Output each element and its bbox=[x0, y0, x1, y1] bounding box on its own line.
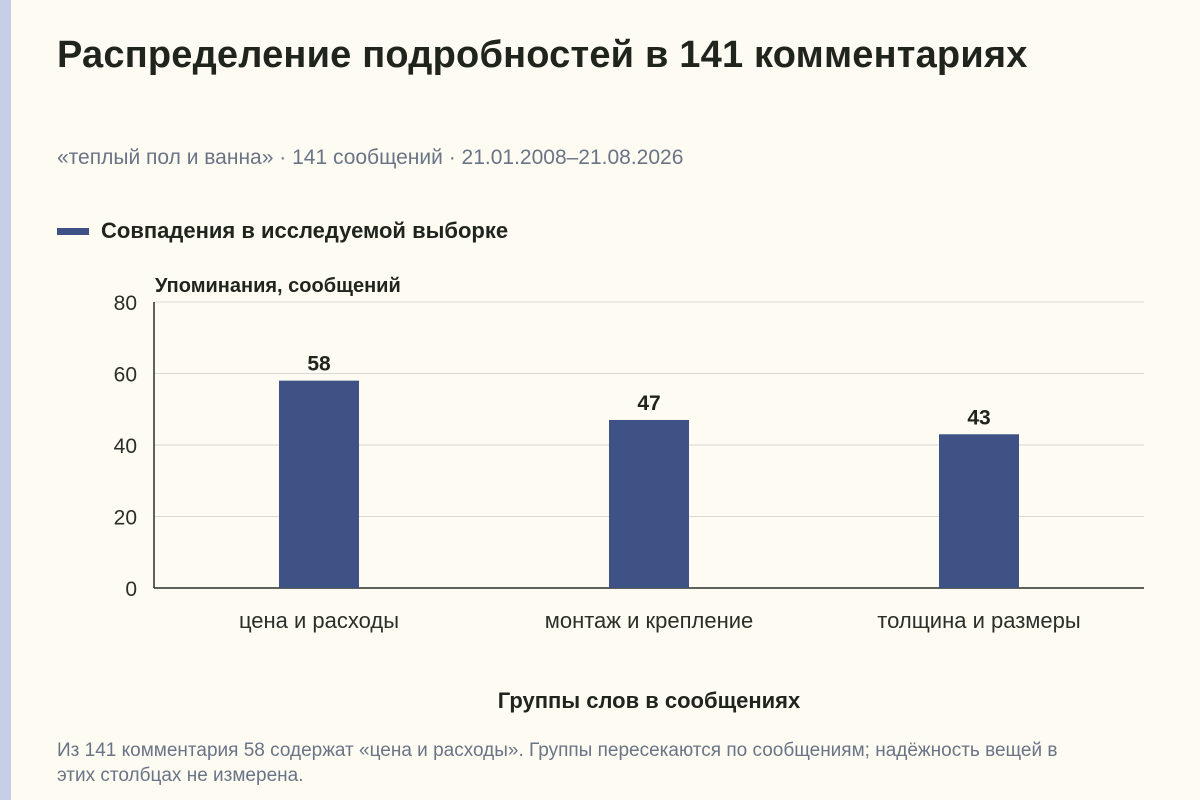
y-tick-label: 0 bbox=[125, 578, 137, 601]
x-axis-label: Группы слов в сообщениях bbox=[498, 688, 801, 713]
legend: Совпадения в исследуемой выборке bbox=[57, 218, 508, 244]
left-accent-strip bbox=[0, 0, 11, 800]
x-tick-label: толщина и размеры bbox=[877, 608, 1080, 633]
y-tick-label: 40 bbox=[114, 435, 137, 458]
bar bbox=[939, 434, 1019, 588]
y-tick-label: 80 bbox=[114, 292, 137, 315]
footnote: Из 141 комментария 58 содержат «цена и р… bbox=[57, 740, 1058, 786]
y-tick-label: 20 bbox=[114, 507, 137, 530]
legend-swatch bbox=[57, 227, 89, 235]
x-tick-label: монтаж и крепление bbox=[545, 608, 754, 633]
bar bbox=[609, 419, 689, 588]
y-tick-label: 60 bbox=[114, 364, 137, 387]
bar-value-label: 43 bbox=[967, 406, 990, 429]
y-axis-label: Упоминания, сообщений bbox=[155, 275, 401, 297]
x-tick-label: цена и расходы bbox=[239, 608, 399, 633]
legend-label: Совпадения в исследуемой выборке bbox=[101, 218, 509, 243]
bar-value-label: 47 bbox=[637, 392, 660, 415]
bar bbox=[279, 380, 359, 588]
chart-subtitle: «теплый пол и ванна» · 141 сообщений · 2… bbox=[57, 146, 684, 169]
bar-value-label: 58 bbox=[307, 353, 331, 376]
chart-title: Распределение подробностей в 141 коммент… bbox=[57, 34, 1028, 76]
